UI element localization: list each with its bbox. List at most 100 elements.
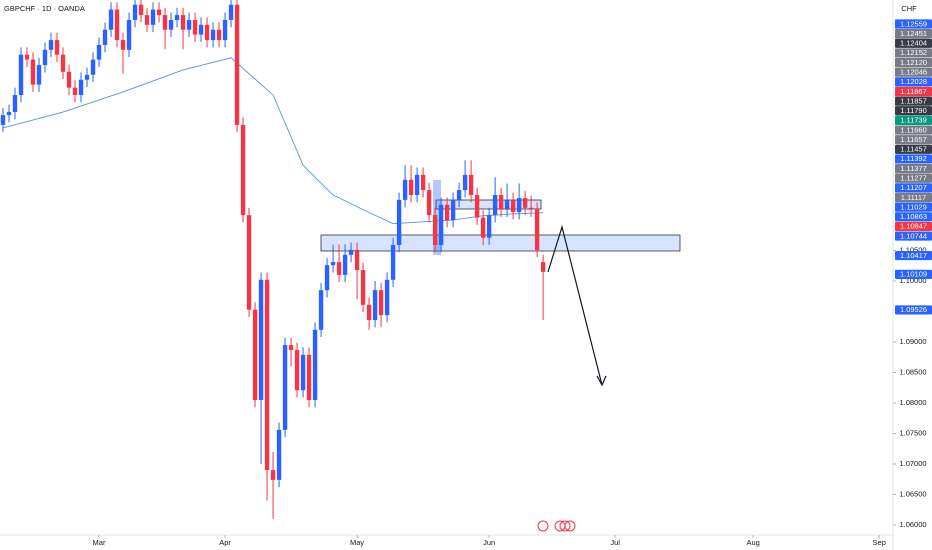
candle-body: [522, 198, 528, 208]
zone-rect: [320, 234, 681, 252]
candle-body: [18, 54, 24, 95]
candle-body: [324, 265, 330, 291]
price-tag: [895, 154, 932, 164]
candle-body: [234, 4, 240, 125]
candle-body: [6, 112, 12, 116]
candle-body: [186, 19, 192, 30]
candle-body: [48, 40, 54, 50]
price-tag-label: 1.10744: [900, 231, 927, 240]
chart-title: GBPCHF · 1D · OANDA: [4, 4, 85, 13]
price-marker-label: 1.10417: [900, 251, 927, 260]
candle-body: [498, 195, 504, 210]
price-tag: [895, 144, 932, 154]
candle-body: [360, 270, 366, 305]
candle-body: [384, 279, 390, 316]
price-tag: [895, 125, 932, 135]
candle-body: [246, 215, 252, 310]
candle-body: [258, 279, 264, 400]
candle-body: [66, 71, 72, 88]
candle-body: [468, 174, 474, 196]
candle-body: [12, 94, 18, 113]
price-tag-label: 1.11790: [900, 106, 927, 115]
candle-body: [282, 345, 288, 430]
candle-body: [516, 198, 522, 213]
price-tag-label: 1.12404: [900, 39, 927, 48]
candle-body: [96, 44, 102, 60]
candle-body: [126, 19, 132, 50]
price-tag-label: 1.12046: [900, 67, 927, 76]
y-tick-label: 1.07500: [899, 428, 926, 437]
candle-body: [390, 245, 396, 280]
price-tag: [895, 38, 932, 48]
price-tag-label: 1.11377: [900, 164, 927, 173]
candle-body: [0, 115, 6, 125]
price-marker: [895, 250, 932, 261]
candle-body: [276, 429, 282, 480]
candle-body: [108, 9, 114, 30]
candle-body: [336, 262, 342, 275]
candle-body: [354, 249, 360, 271]
candle-body: [270, 470, 276, 480]
price-tag-label: 1.11739: [900, 116, 927, 125]
candle-body: [222, 19, 228, 41]
candle-body: [102, 29, 108, 45]
price-tag: [895, 135, 932, 145]
price-tag-label: 1.11660: [900, 125, 927, 134]
candle-body: [408, 179, 414, 196]
price-tag: [895, 106, 932, 116]
candle-body: [510, 199, 516, 213]
x-tick-label: May: [350, 538, 364, 547]
candle-body: [330, 262, 336, 266]
arrow-head: [596, 375, 607, 387]
candle-body: [318, 290, 324, 330]
plot-area: [0, 0, 681, 519]
candle-body: [450, 199, 456, 221]
candle-body: [378, 290, 384, 316]
y-tick-label: 1.08000: [899, 398, 926, 407]
price-tag-label: 1.12559: [900, 19, 927, 28]
price-tag-label: 1.10847: [900, 222, 927, 231]
price-tag: [895, 202, 932, 212]
y-tick-label: 1.10500: [899, 245, 926, 254]
price-tag-label: 1.11117: [901, 193, 926, 202]
candle-body: [504, 199, 510, 210]
candle-body: [30, 59, 36, 85]
candle-body: [90, 59, 96, 75]
candle-body: [42, 49, 48, 66]
candle-body: [150, 9, 156, 25]
price-tag: [895, 183, 932, 193]
price-tag: [895, 48, 932, 58]
zone-rect-small: [435, 199, 542, 210]
y-tick-label: 1.09000: [899, 337, 926, 346]
candle-body: [414, 174, 420, 196]
x-tick-label: Apr: [219, 538, 231, 547]
price-tag: [895, 164, 932, 174]
price-tag-label: 1.10863: [900, 212, 927, 221]
candle-body: [114, 9, 120, 41]
y-tick-label: 1.06500: [899, 489, 926, 498]
price-tag: [895, 221, 932, 232]
price-tag: [895, 77, 932, 87]
candle-body: [144, 15, 150, 25]
candle-body: [342, 254, 348, 275]
candle-body: [84, 74, 90, 80]
candle-body: [474, 195, 480, 218]
candle-body: [462, 174, 468, 191]
candle-body: [60, 54, 66, 72]
candle-body: [228, 4, 234, 20]
projection-arrow: [547, 224, 603, 386]
price-tag-label: 1.12120: [900, 58, 927, 67]
moving-average: [2, 57, 544, 225]
candle-body: [240, 124, 246, 216]
candle-body: [312, 329, 318, 400]
price-tag-label: 1.12028: [900, 77, 927, 86]
candle-body: [138, 4, 144, 16]
price-tag: [895, 173, 932, 183]
candle-body: [294, 349, 300, 391]
event-icon: [559, 520, 571, 532]
price-tag: [895, 67, 932, 77]
candle-body: [192, 19, 198, 35]
